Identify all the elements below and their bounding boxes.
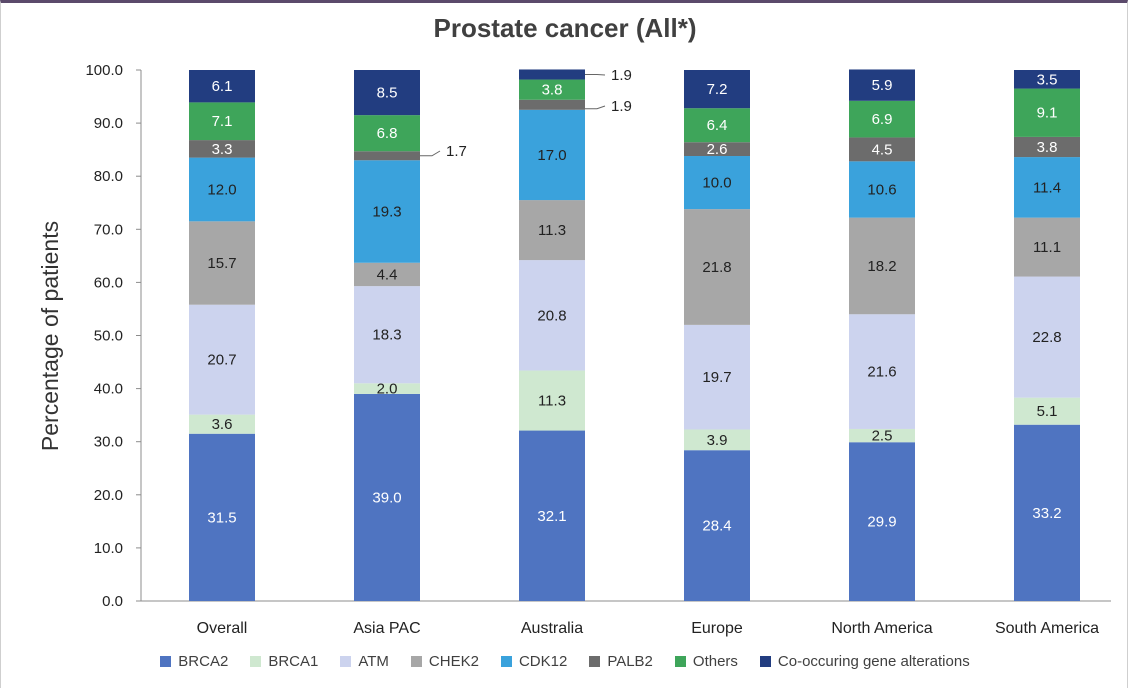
data-label: 3.3 (212, 141, 233, 158)
y-tick-label: 10.0 (94, 540, 123, 557)
y-tick-label: 50.0 (94, 328, 123, 345)
callout-label: 1.7 (446, 143, 467, 160)
data-label: 10.0 (702, 175, 731, 192)
legend-swatch (250, 656, 261, 667)
y-tick-label: 80.0 (94, 168, 123, 185)
data-label: 11.4 (1033, 179, 1061, 196)
y-tick-label: 70.0 (94, 221, 123, 238)
data-label: 12.0 (207, 181, 236, 198)
data-label: 10.6 (867, 181, 896, 198)
legend-label: CHEK2 (429, 653, 479, 670)
data-label: 6.8 (377, 125, 398, 142)
x-tick-label: Asia PAC (353, 620, 420, 637)
data-label: 21.6 (867, 364, 896, 381)
data-label: 19.7 (702, 369, 731, 386)
y-tick-label: 0.0 (102, 593, 123, 610)
callout-leader (420, 151, 440, 156)
stacked-bar-chart: 0.0 10.0 20.0 30.0 40.0 50.0 60.0 70.0 80.0 90.0 1… (1, 3, 1128, 691)
legend-item: BRCA1 (250, 653, 318, 670)
data-label: 29.9 (867, 514, 896, 531)
data-label: 4.5 (872, 141, 893, 158)
data-label: 17.0 (537, 147, 566, 164)
legend-item: ATM (340, 653, 389, 670)
data-label: 6.9 (872, 111, 893, 128)
data-label: 15.7 (207, 255, 236, 272)
data-label: 3.6 (212, 416, 233, 433)
y-tick-label: 30.0 (94, 434, 123, 451)
data-label: 6.4 (707, 117, 728, 134)
callout-leader (585, 106, 605, 109)
chart-legend: BRCA2 BRCA1 ATM CHEK2 CDK12 PALB2 Others Co-occ… (1, 653, 1128, 670)
data-label: 18.2 (867, 258, 896, 275)
legend-label: Co-occuring gene alterations (778, 653, 970, 670)
x-tick-label: Australia (521, 620, 583, 637)
data-label: 3.9 (707, 432, 728, 449)
legend-item: CHEK2 (411, 653, 479, 670)
legend-swatch (411, 656, 422, 667)
data-label: 5.9 (872, 77, 893, 94)
legend-item: Co-occuring gene alterations (760, 653, 970, 670)
bar-segment (519, 100, 585, 110)
data-label: 5.1 (1037, 403, 1058, 420)
y-tick-label: 60.0 (94, 274, 123, 291)
legend-label: PALB2 (607, 653, 653, 670)
legend-label: ATM (358, 653, 389, 670)
data-label: 33.2 (1032, 505, 1061, 522)
data-label: 2.5 (872, 428, 893, 445)
data-label: 6.1 (212, 78, 233, 95)
data-label: 7.2 (707, 81, 728, 98)
x-tick-label: Overall (197, 620, 248, 637)
legend-swatch (760, 656, 771, 667)
callout-label: 1.9 (611, 67, 632, 84)
data-label: 18.3 (372, 327, 401, 344)
y-tick-label: 100.0 (85, 62, 123, 79)
data-label: 7.1 (212, 113, 233, 130)
legend-label: Others (693, 653, 738, 670)
bar-segment (519, 69, 585, 79)
data-label: 3.8 (1037, 139, 1058, 156)
data-label: 20.8 (537, 307, 566, 324)
data-label: 22.8 (1032, 329, 1061, 346)
bar-segment (354, 151, 420, 160)
data-label: 2.6 (707, 141, 728, 158)
data-label: 31.5 (207, 509, 236, 526)
data-label: 11.3 (538, 222, 566, 239)
data-label: 20.7 (207, 352, 236, 369)
data-label: 11.1 (1033, 239, 1061, 256)
data-label: 28.4 (702, 518, 731, 535)
legend-item: CDK12 (501, 653, 567, 670)
legend-swatch (160, 656, 171, 667)
data-label: 8.5 (377, 85, 398, 102)
y-tick-label: 20.0 (94, 487, 123, 504)
data-label: 11.3 (538, 393, 566, 410)
data-label: 3.5 (1037, 71, 1058, 88)
data-label: 19.3 (372, 204, 401, 221)
data-label: 9.1 (1037, 105, 1058, 122)
callout-label: 1.9 (611, 98, 632, 115)
data-label: 39.0 (372, 489, 401, 506)
x-tick-label: South America (995, 620, 1099, 637)
x-tick-label: North America (831, 620, 932, 637)
legend-label: BRCA1 (268, 653, 318, 670)
legend-label: CDK12 (519, 653, 567, 670)
legend-swatch (675, 656, 686, 667)
y-tick-label: 40.0 (94, 381, 123, 398)
x-tick-label: Europe (691, 620, 743, 637)
legend-item: PALB2 (589, 653, 653, 670)
y-axis-label: Percentage of patients (37, 221, 63, 451)
legend-swatch (340, 656, 351, 667)
legend-item: Others (675, 653, 738, 670)
data-label: 4.4 (377, 266, 398, 283)
legend-label: BRCA2 (178, 653, 228, 670)
data-label: 32.1 (537, 508, 566, 525)
legend-item: BRCA2 (160, 653, 228, 670)
data-label: 3.8 (542, 82, 563, 99)
y-tick-label: 90.0 (94, 115, 123, 132)
legend-swatch (589, 656, 600, 667)
data-label: 21.8 (702, 259, 731, 276)
legend-swatch (501, 656, 512, 667)
